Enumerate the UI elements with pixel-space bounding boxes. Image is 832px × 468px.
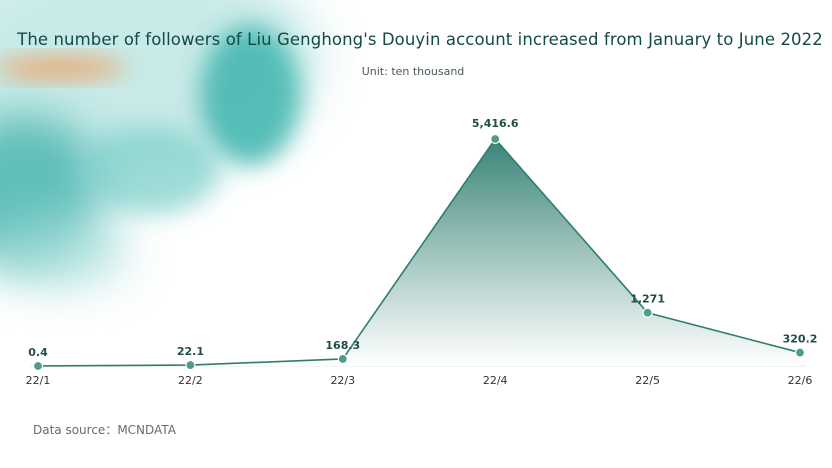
area-layer	[38, 139, 800, 366]
value-label-3: 168.3	[325, 339, 360, 352]
series-line	[37, 138, 801, 367]
value-label-6: 320.2	[783, 333, 818, 346]
data-source-note: Data source：MCNDATA	[33, 423, 176, 437]
chart-title: The number of followers of Liu Genghong'…	[17, 30, 823, 49]
x-tick-label-5: 22/5	[635, 374, 660, 387]
data-point-2	[185, 359, 196, 371]
teal-glow-shape	[0, 0, 320, 290]
x-tick-label-3: 22/3	[330, 374, 355, 387]
data-point-4	[490, 133, 501, 145]
orange-glow-shape	[0, 58, 125, 78]
series-area	[38, 139, 800, 366]
x-tick-label-2: 22/2	[178, 374, 203, 387]
line-layer	[37, 138, 801, 367]
chart-subtitle-unit: Unit: ten thousand	[361, 65, 465, 78]
data-point-1	[32, 360, 44, 372]
value-label-5: 1,271	[630, 293, 665, 306]
value-label-1: 0.4	[28, 346, 48, 359]
value-labels-layer: 0.4 22.1 168.3 5,416.6 1,271 320.2	[28, 117, 817, 359]
data-point-3	[337, 353, 348, 365]
data-point-6	[794, 347, 806, 358]
value-label-4: 5,416.6	[472, 117, 519, 130]
x-tick-label-6: 22/6	[788, 374, 813, 387]
x-tick-label-1: 22/1	[26, 374, 51, 387]
x-tick-labels-layer: 22/1 22/2 22/3 22/4 22/5 22/6	[26, 374, 813, 387]
points-layer	[32, 133, 806, 372]
x-tick-label-4: 22/4	[483, 374, 508, 387]
value-label-2: 22.1	[177, 345, 204, 358]
data-point-5	[642, 307, 653, 318]
